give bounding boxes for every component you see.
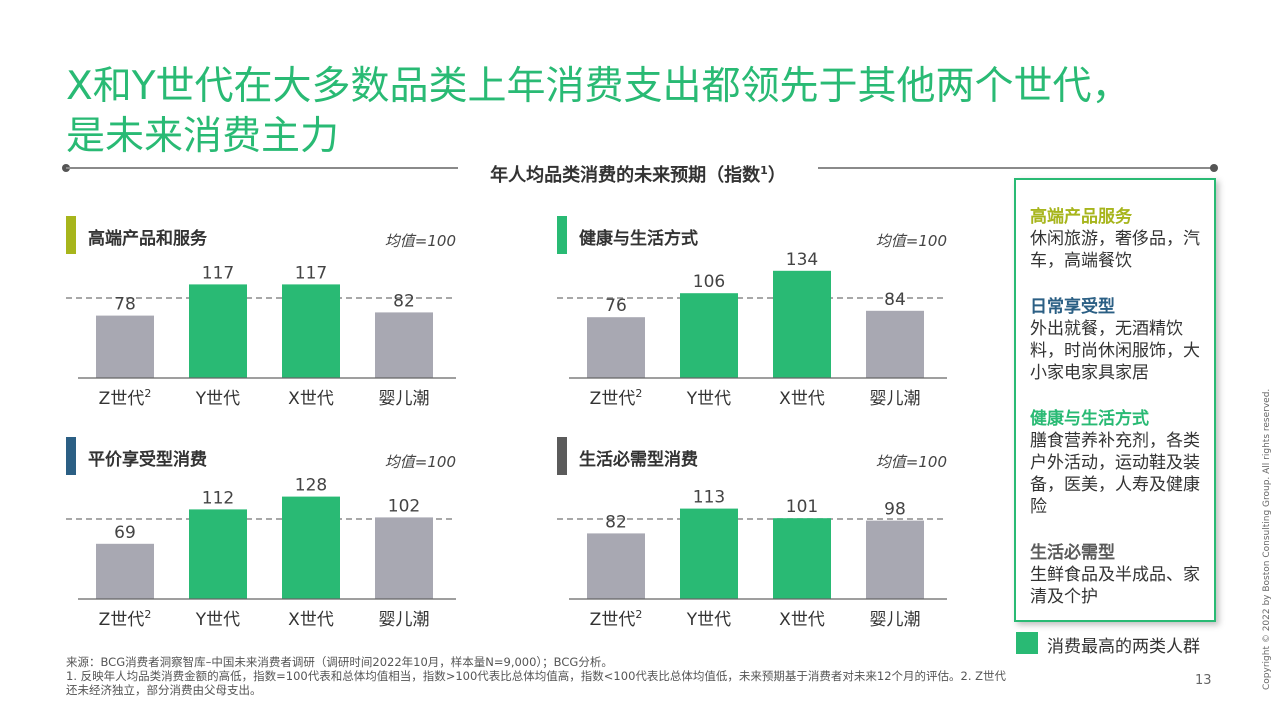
bar-chart-svg: 76 Z世代2 106 Y世代 134 X世代 84 婴儿潮 xyxy=(557,250,947,409)
bar-value-label-2: 128 xyxy=(295,476,327,496)
category-label-1: Y世代 xyxy=(686,610,731,630)
bar-1 xyxy=(189,284,247,378)
panel-average-label: 均值=100 xyxy=(875,232,947,250)
category-label-2: X世代 xyxy=(779,389,825,409)
category-label-0: Z世代2 xyxy=(99,608,152,630)
category-label-0: Z世代2 xyxy=(590,608,643,630)
category-label-3: 婴儿潮 xyxy=(870,389,921,409)
page-title: X和Y世代在大多数品类上年消费支出都领先于其他两个世代， 是未来消费主力 xyxy=(66,62,1236,162)
bar-value-label-0: 82 xyxy=(605,512,627,532)
title-line-2: 是未来消费主力 xyxy=(66,114,340,159)
bar-1 xyxy=(189,509,247,599)
bar-value-label-1: 113 xyxy=(693,488,725,508)
legend-head: 健康与生活方式 xyxy=(1030,409,1149,429)
bar-chart-svg: 69 Z世代2 112 Y世代 128 X世代 102 婴儿潮 xyxy=(66,476,456,630)
bar-0 xyxy=(587,317,645,378)
legend-body: 生鲜食品及半成品、家清及个护 xyxy=(1030,565,1200,607)
panel-average-label: 均值=100 xyxy=(384,453,456,471)
bar-chart-svg: 82 Z世代2 113 Y世代 101 X世代 98 婴儿潮 xyxy=(557,488,947,630)
category-label-3: 婴儿潮 xyxy=(379,610,430,630)
category-label-2: X世代 xyxy=(288,389,334,409)
bar-value-label-1: 117 xyxy=(202,263,234,283)
bar-value-label-1: 106 xyxy=(693,272,725,292)
subtitle-text: 年人均品类消费的未来预期（指数 xyxy=(490,165,761,186)
category-label-1: Y世代 xyxy=(195,389,240,409)
bar-3 xyxy=(866,520,924,599)
bar-value-label-3: 82 xyxy=(393,291,415,311)
bar-value-label-2: 101 xyxy=(786,497,818,517)
panel-color-marker xyxy=(66,437,76,475)
title-line-1: X和Y世代在大多数品类上年消费支出都领先于其他两个世代， xyxy=(66,64,1131,109)
bar-0 xyxy=(96,315,154,378)
legend-body: 外出就餐，无酒精饮料，时尚休闲服饰，大小家电家具家居 xyxy=(1030,319,1200,383)
category-label-2: X世代 xyxy=(779,610,825,630)
footnote-source: 来源：BCG消费者洞察智库–中国未来消费者调研（调研时间2022年10月，样本量… xyxy=(66,655,613,669)
panel-average-label: 均值=100 xyxy=(384,232,456,250)
panel-title: 生活必需型消费 xyxy=(579,450,698,470)
category-legend-box: 高端产品服务 休闲旅游，奢侈品，汽车，高端餐饮 日常享受型 外出就餐，无酒精饮料… xyxy=(1014,178,1216,622)
legend-body: 休闲旅游，奢侈品，汽车，高端餐饮 xyxy=(1030,229,1200,271)
panel-title: 高端产品和服务 xyxy=(88,229,207,249)
category-label-3: 婴儿潮 xyxy=(870,610,921,630)
bar-value-label-1: 112 xyxy=(202,488,234,508)
panel-color-marker xyxy=(557,216,567,254)
legend-item-necessities: 生活必需型 生鲜食品及半成品、家清及个护 xyxy=(1030,542,1210,608)
bar-value-label-3: 98 xyxy=(884,500,906,520)
footnote-notes: 1. 反映年人均品类消费金额的高低，指数=100代表和总体均值相当，指数>100… xyxy=(66,669,1007,697)
legend-item-daily-enjoyment: 日常享受型 外出就餐，无酒精饮料，时尚休闲服饰，大小家电家具家居 xyxy=(1030,296,1210,384)
page-number: 13 xyxy=(1195,673,1212,688)
panel-average-label: 均值=100 xyxy=(875,453,947,471)
legend-head: 日常享受型 xyxy=(1030,297,1115,317)
bar-value-label-0: 69 xyxy=(114,523,136,543)
subtitle-close: ） xyxy=(767,165,786,186)
bar-3 xyxy=(866,310,924,378)
copyright-notice: Copyright © 2022 by Boston Consulting Gr… xyxy=(1262,388,1272,690)
legend-item-premium: 高端产品服务 休闲旅游，奢侈品，汽车，高端餐饮 xyxy=(1030,206,1210,272)
bar-3 xyxy=(375,517,433,599)
legend-body: 膳食营养补充剂，各类户外活动，运动鞋及装备，医美，人寿及健康险 xyxy=(1030,431,1200,517)
legend-head: 高端产品服务 xyxy=(1030,207,1132,227)
highlight-key-label: 消费最高的两类人群 xyxy=(1047,637,1200,657)
chart-affordable-enjoyment: 平价享受型消费 均值=100 69 Z世代2 112 Y世代 128 X世代 102 婴儿潮 xyxy=(66,437,466,637)
legend-item-health: 健康与生活方式 膳食营养补充剂，各类户外活动，运动鞋及装备，医美，人寿及健康险 xyxy=(1030,408,1210,518)
bar-2 xyxy=(773,518,831,599)
bar-value-label-3: 84 xyxy=(884,290,906,310)
chart-premium-products: 高端产品和服务 均值=100 78 Z世代2 117 Y世代 117 X世代 82 婴儿潮 xyxy=(66,216,466,416)
panel-color-marker xyxy=(66,216,76,254)
bar-3 xyxy=(375,312,433,378)
legend-head: 生活必需型 xyxy=(1030,543,1115,563)
bar-value-label-0: 78 xyxy=(114,295,136,315)
chart-subtitle: 年人均品类消费的未来预期（指数1） xyxy=(458,158,818,189)
panel-title: 健康与生活方式 xyxy=(579,229,698,249)
category-label-2: X世代 xyxy=(288,610,334,630)
bar-0 xyxy=(96,543,154,599)
bar-1 xyxy=(680,293,738,378)
bar-2 xyxy=(773,270,831,378)
chart-daily-necessities: 生活必需型消费 均值=100 82 Z世代2 113 Y世代 101 X世代 98 婴儿潮 xyxy=(557,437,957,637)
category-label-0: Z世代2 xyxy=(99,387,152,409)
bar-2 xyxy=(282,496,340,599)
bar-0 xyxy=(587,533,645,599)
bar-value-label-3: 102 xyxy=(388,496,420,516)
panel-title: 平价享受型消费 xyxy=(88,450,207,470)
bar-value-label-2: 117 xyxy=(295,263,327,283)
bar-1 xyxy=(680,508,738,599)
subtitle-superscript: 1 xyxy=(760,164,768,177)
footnote: 来源：BCG消费者洞察智库–中国未来消费者调研（调研时间2022年10月，样本量… xyxy=(66,655,1016,697)
divider-right-dot xyxy=(1210,164,1218,172)
bar-2 xyxy=(282,284,340,378)
panel-color-marker xyxy=(557,437,567,475)
category-label-0: Z世代2 xyxy=(590,387,643,409)
category-label-1: Y世代 xyxy=(686,389,731,409)
bar-value-label-2: 134 xyxy=(786,250,818,270)
category-label-3: 婴儿潮 xyxy=(379,389,430,409)
bar-chart-svg: 78 Z世代2 117 Y世代 117 X世代 82 婴儿潮 xyxy=(66,263,456,409)
category-label-1: Y世代 xyxy=(195,610,240,630)
bar-value-label-0: 76 xyxy=(605,296,627,316)
chart-health-lifestyle: 健康与生活方式 均值=100 76 Z世代2 106 Y世代 134 X世代 84 婴儿潮 xyxy=(557,216,957,416)
highlight-key-swatch xyxy=(1016,632,1038,654)
